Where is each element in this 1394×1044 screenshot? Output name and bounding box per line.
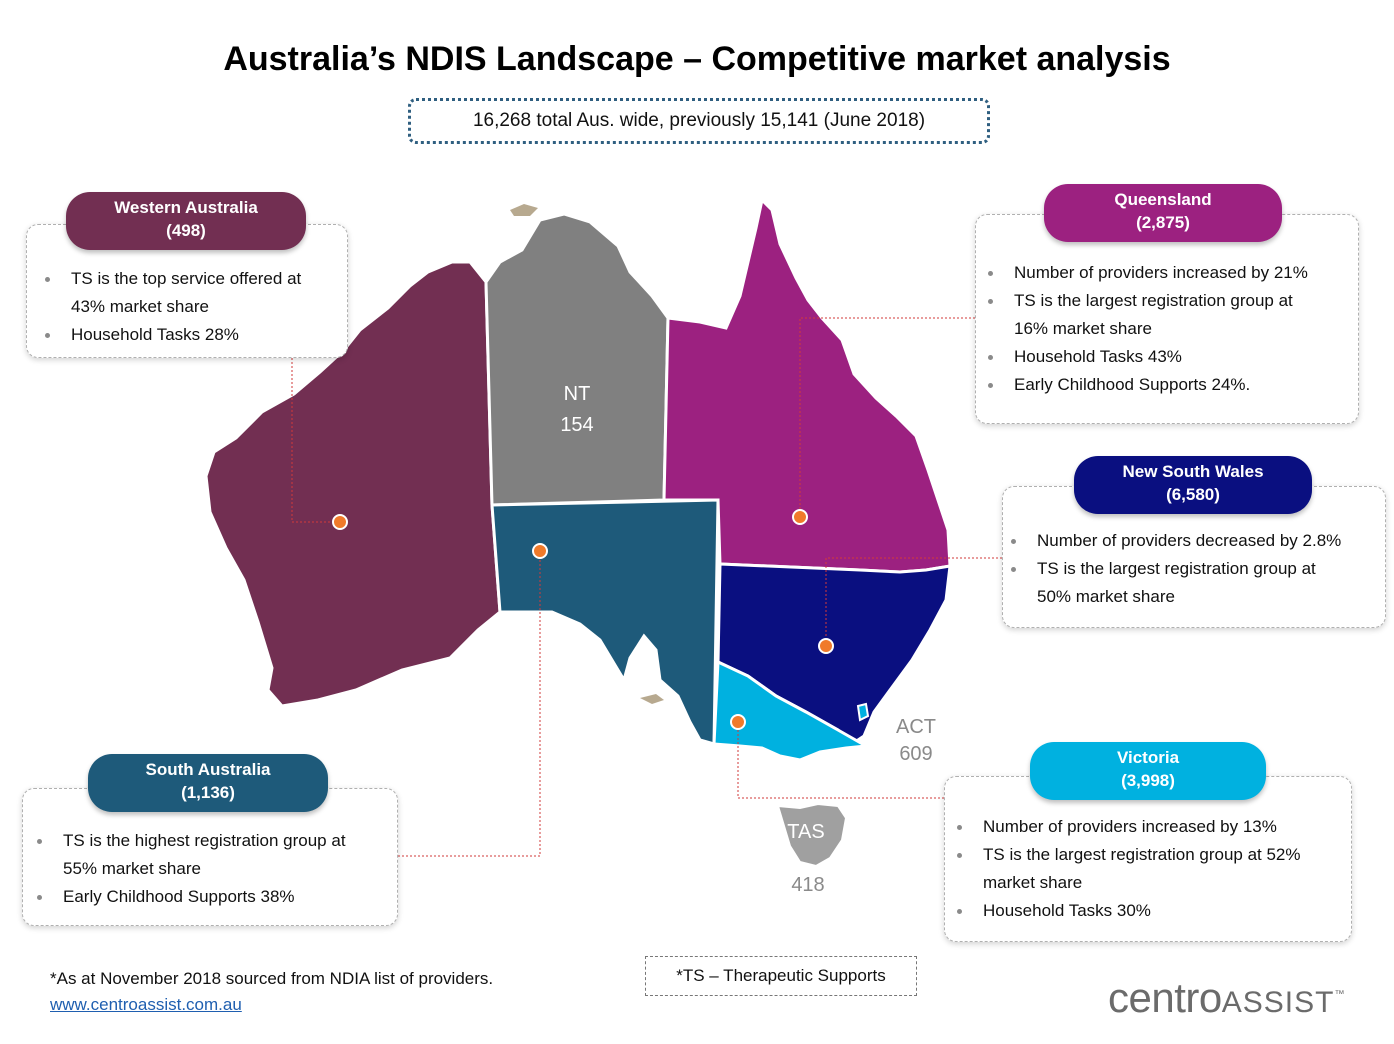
centroassist-logo: centroASSIST™: [1108, 974, 1344, 1022]
vic-bullet-3: Household Tasks 30%: [957, 897, 1351, 925]
nsw-leader: [825, 557, 1002, 646]
vic-name: Victoria: [1116, 748, 1180, 767]
vic-region[interactable]: [712, 659, 871, 762]
vic-count: (3,998): [1121, 771, 1175, 790]
leader-lines: [291, 317, 1002, 857]
qld-title-pill: Queensland (2,875): [1044, 184, 1282, 242]
act-region[interactable]: [856, 702, 870, 722]
nt-name-label: NT: [564, 383, 591, 405]
nt-count-label: 154: [560, 414, 593, 436]
qld-name: Queensland: [1114, 190, 1212, 209]
vic-info-box: Number of providers increased by 13% TS …: [944, 776, 1352, 942]
wa-region[interactable]: [204, 260, 502, 708]
qld-marker[interactable]: [792, 509, 808, 525]
vic-bullet-2: TS is the largest registration group at …: [957, 841, 1351, 897]
act-count-label: 609: [899, 743, 932, 765]
nsw-bullet-1: Number of providers decreased by 2.8%: [1011, 527, 1385, 555]
sa-bullet-2: Early Childhood Supports 38%: [37, 883, 397, 911]
wa-bullets: TS is the top service offered at 43% mark…: [27, 265, 347, 349]
nsw-bullet-2: TS is the largest registration group at 5…: [1011, 555, 1385, 611]
sa-title-pill: South Australia (1,136): [88, 754, 328, 812]
nt-region[interactable]: [484, 212, 670, 507]
sa-name: South Australia: [145, 760, 271, 779]
qld-bullet-4: Early Childhood Supports 24%.: [988, 371, 1358, 399]
sa-count: (1,136): [181, 783, 235, 802]
wa-name: Western Australia: [114, 198, 258, 217]
website-link[interactable]: www.centroassist.com.au: [50, 995, 242, 1014]
vic-bullet-1: Number of providers increased by 13%: [957, 813, 1351, 841]
source-text: *As at November 2018 sourced from NDIA l…: [50, 969, 494, 988]
wa-marker[interactable]: [332, 514, 348, 530]
melville-island: [510, 204, 538, 216]
qld-bullet-3: Household Tasks 43%: [988, 343, 1358, 371]
act-name-label: ACT: [896, 716, 936, 738]
tas-name-label: TAS: [787, 821, 824, 843]
wa-count: (498): [166, 221, 206, 240]
ts-definition-note: *TS – Therapeutic Supports: [645, 956, 917, 996]
wa-bullet-2: Household Tasks 28%: [45, 321, 347, 349]
source-footnote: *As at November 2018 sourced from NDIA l…: [50, 966, 493, 1018]
vic-bullets: Number of providers increased by 13% TS …: [945, 813, 1351, 925]
qld-count: (2,875): [1136, 213, 1190, 232]
wa-leader: [291, 358, 340, 523]
page-title: Australia’s NDIS Landscape – Competitive…: [223, 40, 1171, 78]
vic-title-pill: Victoria (3,998): [1030, 742, 1266, 800]
nsw-marker[interactable]: [818, 638, 834, 654]
qld-bullets: Number of providers increased by 21% TS …: [976, 259, 1358, 399]
sa-region[interactable]: [490, 498, 720, 746]
tas-region[interactable]: [776, 802, 848, 868]
logo-trademark: ™: [1334, 989, 1344, 1000]
nsw-bullets: Number of providers decreased by 2.8% TS…: [1003, 527, 1385, 611]
sa-bullet-1: TS is the highest registration group at 5…: [37, 827, 397, 883]
qld-info-box: Number of providers increased by 21% TS …: [975, 214, 1359, 424]
sa-bullets: TS is the highest registration group at 5…: [23, 827, 397, 911]
nsw-count: (6,580): [1166, 485, 1220, 504]
vic-marker[interactable]: [730, 714, 746, 730]
wa-title-pill: Western Australia (498): [66, 192, 306, 250]
wa-bullet-1: TS is the top service offered at 43% mark…: [45, 265, 347, 321]
qld-bullet-1: Number of providers increased by 21%: [988, 259, 1358, 287]
sa-marker[interactable]: [532, 543, 548, 559]
kangaroo-island: [640, 694, 664, 704]
sa-leader: [398, 551, 541, 857]
qld-bullet-2: TS is the largest registration group at 1…: [988, 287, 1358, 343]
logo-part-assist: ASSIST: [1221, 986, 1335, 1019]
tas-count-label: 418: [791, 874, 824, 896]
total-providers-banner: 16,268 total Aus. wide, previously 15,14…: [408, 98, 990, 144]
nsw-name: New South Wales: [1122, 462, 1264, 481]
vic-leader: [737, 722, 944, 799]
logo-part-centro: centro: [1108, 974, 1222, 1021]
nsw-title-pill: New South Wales (6,580): [1074, 456, 1312, 514]
